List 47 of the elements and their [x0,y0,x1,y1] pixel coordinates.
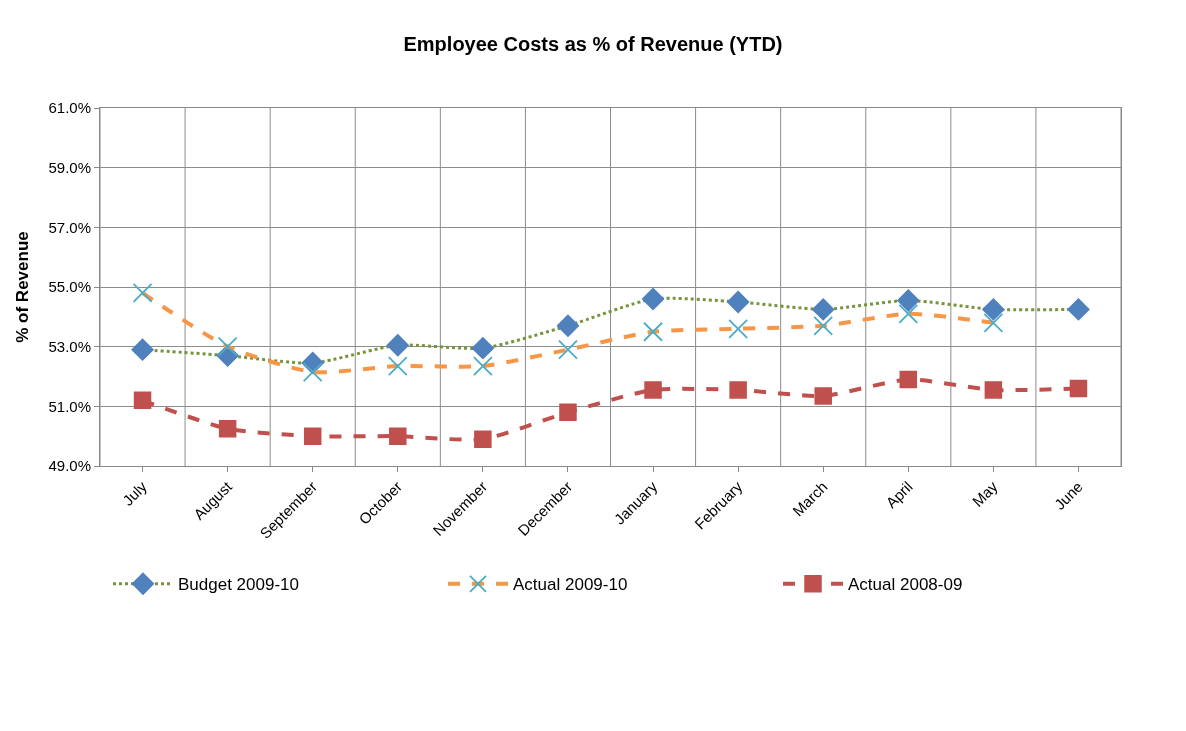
point [814,387,832,405]
point [984,381,1003,399]
x-tick-label: May [968,477,1002,510]
point [132,283,153,303]
point [729,381,747,399]
point [899,370,918,389]
point [812,298,835,321]
point [898,303,919,324]
legend-label: Actual 2009-10 [513,575,628,595]
point [641,287,665,311]
chart-title: Employee Costs as % of Revenue (YTD) [403,32,783,55]
point [302,362,323,382]
y-axis-title: % of Revenue [13,231,32,343]
point [217,336,238,357]
point [983,312,1004,333]
point [472,356,493,376]
x-tick-label: July [119,477,151,509]
y-tick-label: 59.0% [48,158,91,176]
point [644,381,662,399]
legend-label: Actual 2008-09 [848,575,963,595]
y-tick-label: 57.0% [48,218,91,236]
point [389,427,407,445]
point [726,290,750,314]
point [386,334,409,357]
y-tick-label: 61.0% [48,99,91,117]
point [559,403,577,422]
y-tick-label: 49.0% [48,457,91,475]
point [471,337,495,360]
legend-label: Budget 2009-10 [178,575,299,595]
point [218,419,237,438]
point [643,321,663,342]
point [982,298,1005,321]
point [131,338,154,361]
point [1069,379,1088,398]
point [387,356,408,376]
point [133,391,152,410]
point [474,430,492,448]
point [303,427,322,445]
point [897,289,920,312]
point [728,318,749,339]
point [556,314,580,337]
point [1067,298,1090,321]
y-tick-label: 53.0% [48,337,91,355]
point [813,315,834,336]
y-tick-label: 55.0% [48,278,91,296]
point [558,339,578,360]
y-tick-label: 51.0% [48,397,91,415]
